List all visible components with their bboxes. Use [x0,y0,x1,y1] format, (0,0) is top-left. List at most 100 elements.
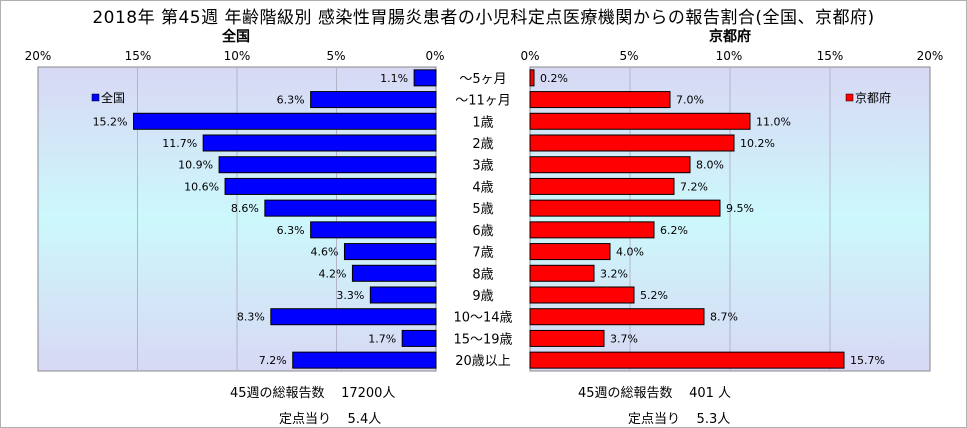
bar-national [310,91,437,109]
bar-national [264,199,437,217]
bar-kyoto [529,69,535,87]
data-label-national: 4.6% [311,246,339,259]
data-label-national: 7.2% [259,354,287,367]
category-label: 7歳 [472,246,493,261]
bar-national [270,308,437,326]
footer-per-site-value: 5.4人 [347,412,382,427]
panel-title-kyoto: 京都府 [709,29,751,45]
data-label-national: 6.3% [277,94,305,107]
category-label: 8歳 [472,267,493,282]
bar-kyoto [529,91,671,109]
x-tick-kyoto: 10% [715,49,743,63]
footer-total-value: 17200人 [341,386,396,401]
category-label: 9歳 [472,289,493,304]
category-label: 3歳 [472,159,493,174]
data-label-kyoto: 10.2% [740,137,775,150]
data-label-kyoto: 9.5% [726,202,754,215]
legend-swatch-national [91,93,100,102]
data-label-kyoto: 3.2% [600,267,628,280]
chart-title: 2018年 第45週 年齢階級別 感染性胃腸炎患者の小児科定点医療機関からの報告… [92,8,875,28]
bar-national [133,112,437,130]
footer-total-label: 45週の総報告数 [578,386,673,401]
footer-total-national: 45週の総報告数 17200人 [230,382,395,401]
bar-kyoto [529,134,735,152]
category-label: ～11ヶ月 [455,94,511,109]
data-label-kyoto: 7.2% [680,180,708,193]
footer-per-site-label: 定点当り [628,412,681,427]
x-tick-kyoto: 20% [916,49,944,63]
data-label-kyoto: 7.0% [676,94,704,107]
bar-kyoto [529,351,845,369]
data-label-kyoto: 3.7% [610,332,638,345]
bar-national [351,264,437,282]
data-label-kyoto: 0.2% [540,72,568,85]
data-label-kyoto: 11.0% [756,115,791,128]
category-label: 20歳以上 [455,354,511,369]
data-label-national: 11.7% [162,137,197,150]
category-label: 2歳 [472,137,493,152]
bar-kyoto [529,221,655,239]
data-label-national: 6.3% [277,224,305,237]
footer-per-site-national: 定点当り 5.4人 [279,408,381,427]
bar-national [292,351,437,369]
bar-kyoto [529,243,611,261]
bar-national [413,69,437,87]
footer-total-kyoto: 45週の総報告数 401 人 [578,382,731,401]
bar-national [202,134,437,152]
data-label-national: 8.3% [237,311,265,324]
bar-kyoto [529,156,691,174]
bar-kyoto [529,199,721,217]
bar-kyoto [529,308,705,326]
legend-label-national: 全国 [101,90,125,105]
footer-per-site-kyoto: 定点当り 5.3人 [628,408,730,427]
bar-kyoto [529,112,751,130]
data-label-kyoto: 8.0% [696,159,724,172]
category-label: 5歳 [472,202,493,217]
data-label-national: 15.2% [93,115,128,128]
category-label: ～5ヶ月 [459,72,506,87]
x-tick-national: 20% [24,49,52,63]
panel-title-national: 全国 [222,29,250,45]
bar-national [401,329,437,347]
category-label: 15～19歳 [453,332,512,347]
x-tick-kyoto: 15% [816,49,844,63]
data-label-national: 8.6% [231,202,259,215]
legend-swatch-kyoto [845,93,854,102]
bar-kyoto [529,329,605,347]
data-label-national: 1.7% [368,332,396,345]
data-label-national: 4.2% [318,267,346,280]
data-label-kyoto: 5.2% [640,289,668,302]
bar-national [369,286,437,304]
data-label-national: 10.9% [178,159,213,172]
bar-kyoto [529,177,675,195]
footer-per-site-label: 定点当り [279,412,332,427]
x-tick-national: 5% [326,49,346,63]
legend-label-kyoto: 京都府 [855,90,891,105]
x-tick-kyoto: 0% [520,49,540,63]
x-tick-kyoto: 5% [619,49,639,63]
data-label-kyoto: 4.0% [616,246,644,259]
category-label: 10～14歳 [453,311,512,326]
bar-kyoto [529,286,635,304]
bar-national [218,156,437,174]
x-tick-national: 0% [425,49,445,63]
x-tick-national: 10% [223,49,251,63]
footer-per-site-value: 5.3人 [696,412,731,427]
data-label-kyoto: 15.7% [850,354,885,367]
bar-national [224,177,437,195]
footer-total-value: 401 人 [689,386,732,401]
category-label: 1歳 [472,115,493,130]
x-tick-national: 15% [124,49,152,63]
bar-national [310,221,437,239]
category-label: 6歳 [472,224,493,239]
data-label-national: 1.1% [380,72,408,85]
footer-total-label: 45週の総報告数 [230,386,325,401]
category-label: 4歳 [472,180,493,195]
data-label-national: 10.6% [184,180,219,193]
bar-kyoto [529,264,595,282]
data-label-kyoto: 6.2% [660,224,688,237]
bar-national [343,243,437,261]
data-label-national: 3.3% [336,289,364,302]
data-label-kyoto: 8.7% [710,311,738,324]
